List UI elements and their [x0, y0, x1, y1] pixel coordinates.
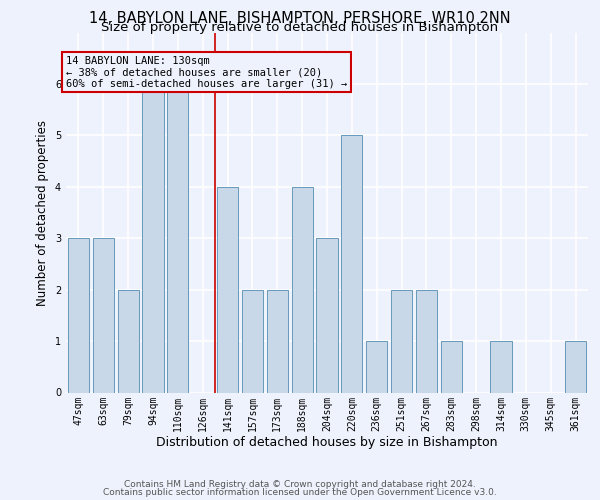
Text: Contains HM Land Registry data © Crown copyright and database right 2024.: Contains HM Land Registry data © Crown c… [124, 480, 476, 489]
Bar [142, 84, 164, 392]
Bar [167, 84, 188, 392]
Bar [416, 290, 437, 393]
Bar [292, 187, 313, 392]
Bar [68, 238, 89, 392]
Text: 14 BABYLON LANE: 130sqm
← 38% of detached houses are smaller (20)
60% of semi-de: 14 BABYLON LANE: 130sqm ← 38% of detache… [66, 56, 347, 89]
Bar [217, 187, 238, 392]
Bar [93, 238, 114, 392]
X-axis label: Distribution of detached houses by size in Bishampton: Distribution of detached houses by size … [156, 436, 498, 449]
Bar [366, 341, 387, 392]
Text: Size of property relative to detached houses in Bishampton: Size of property relative to detached ho… [101, 22, 499, 35]
Bar [441, 341, 462, 392]
Bar [565, 341, 586, 392]
Bar [391, 290, 412, 393]
Bar [242, 290, 263, 393]
Text: Contains public sector information licensed under the Open Government Licence v3: Contains public sector information licen… [103, 488, 497, 497]
Bar [341, 136, 362, 392]
Bar [118, 290, 139, 393]
Bar [316, 238, 338, 392]
Text: 14, BABYLON LANE, BISHAMPTON, PERSHORE, WR10 2NN: 14, BABYLON LANE, BISHAMPTON, PERSHORE, … [89, 11, 511, 26]
Bar [267, 290, 288, 393]
Bar [490, 341, 512, 392]
Y-axis label: Number of detached properties: Number of detached properties [37, 120, 49, 306]
